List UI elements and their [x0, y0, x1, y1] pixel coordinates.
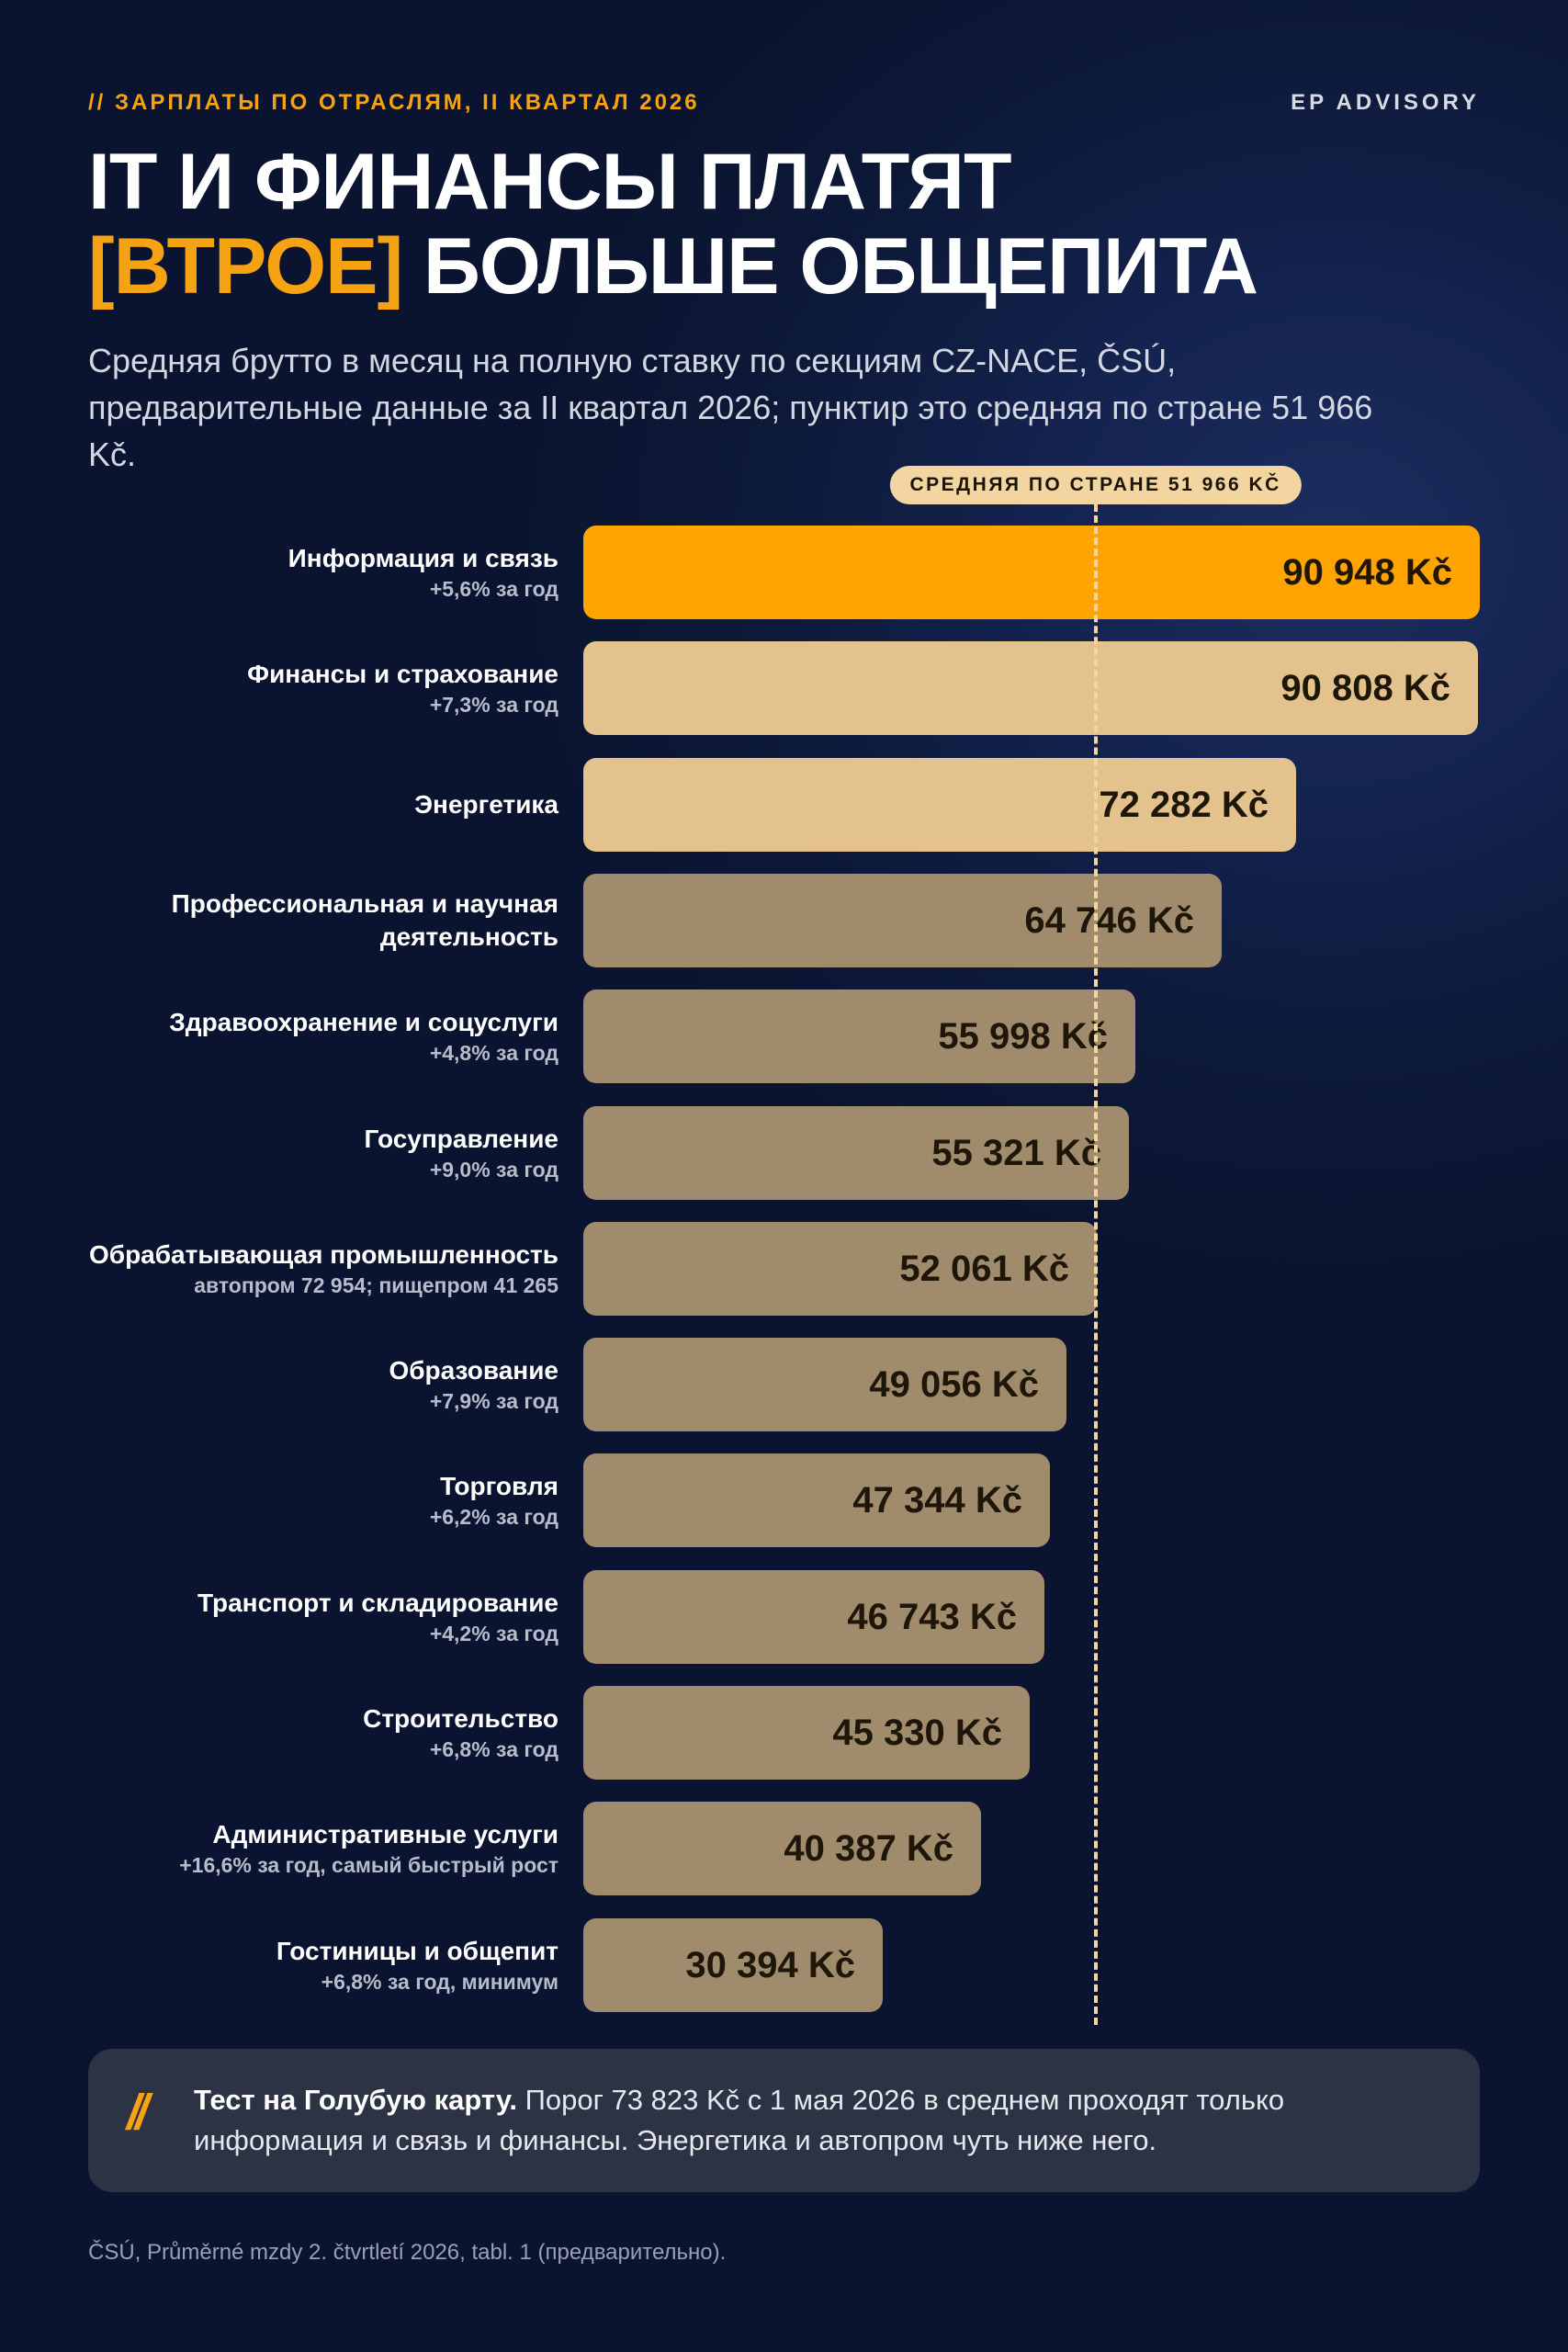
bar-value-label: 55 321 Kč: [931, 1132, 1101, 1173]
national-average-label: СРЕДНЯЯ ПО СТРАНЕ 51 966 KČ: [889, 466, 1302, 504]
category-label: Строительство +6,8% за год: [44, 1686, 558, 1780]
category-note: +7,9% за год: [429, 1389, 558, 1414]
category-name: Госуправление: [364, 1124, 558, 1153]
category-name: Информация и связь: [288, 544, 558, 572]
chart-row: Транспорт и складирование +4,2% за год 46 …: [0, 1569, 1568, 1664]
brand-name: EP ADVISORY: [1291, 90, 1480, 115]
category-note: +6,2% за год: [429, 1505, 558, 1530]
chart-row: Гостиницы и общепит +6,8% за год, минимум…: [0, 1917, 1568, 2012]
category-label: Финансы и страхование +7,3% за год: [44, 641, 558, 735]
callout-body: Порог 73 823 Kč с 1 мая 2026 в среднем п…: [194, 2084, 1285, 2156]
chart-row: Профессиональная и научная деятельность 6…: [0, 873, 1568, 967]
salary-bar: 49 056 Kč: [583, 1338, 1066, 1432]
salary-bar: 45 330 Kč: [583, 1686, 1030, 1780]
chart-row: Торговля +6,2% за год 47 344 Kč: [0, 1453, 1568, 1548]
category-label: Административные услуги +16,6% за год, са…: [44, 1802, 558, 1895]
category-name: Энергетика: [414, 789, 558, 819]
bar-value-label: 30 394 Kč: [685, 1944, 855, 1985]
kicker: // ЗАРПЛАТЫ ПО ОТРАСЛЯМ, II КВАРТАЛ 2026: [88, 90, 700, 115]
category-note: +4,2% за год: [429, 1621, 558, 1645]
chart-row: Здравоохранение и соцуслуги +4,8% за год 5…: [0, 989, 1568, 1084]
chart-row: Обрабатывающая промышленность автопром 72…: [0, 1221, 1568, 1316]
salary-bar: 72 282 Kč: [583, 757, 1296, 852]
salary-bar: 46 743 Kč: [583, 1569, 1044, 1664]
category-note: +16,6% за год, самый быстрый рост: [179, 1853, 558, 1878]
salary-bar: 47 344 Kč: [583, 1453, 1050, 1548]
subtitle: Средняя брутто в месяц на полную ставку …: [88, 342, 1373, 473]
category-name: Профессиональная и научная деятельность: [171, 888, 558, 951]
chart-row: Образование +7,9% за год 49 056 Kč: [0, 1338, 1568, 1432]
category-label: Транспорт и складирование +4,2% за год: [44, 1570, 558, 1664]
category-note: +9,0% за год: [429, 1157, 558, 1182]
salary-bar: 40 387 Kč: [583, 1802, 981, 1896]
category-name: Финансы и страхование: [247, 660, 558, 689]
headline-line-1: IT И ФИНАНСЫ ПЛАТЯТ: [88, 138, 1011, 226]
callout-slash-icon: //: [127, 2085, 149, 2140]
bar-value-label: 49 056 Kč: [869, 1364, 1039, 1406]
bar-value-label: 40 387 Kč: [784, 1828, 953, 1870]
salary-bar: 55 998 Kč: [583, 989, 1135, 1084]
category-label: Энергетика: [44, 758, 558, 852]
bar-value-label: 47 344 Kč: [852, 1480, 1022, 1521]
category-name: Административные услуги: [212, 1820, 558, 1849]
source-note: ČSÚ, Průměrné mzdy 2. čtvrtletí 2026, ta…: [88, 2240, 727, 2265]
salary-bar: 90 808 Kč: [583, 641, 1478, 736]
category-name: Строительство: [363, 1704, 558, 1733]
headline-accent: [ВТРОЕ]: [88, 222, 403, 311]
category-name: Гостиницы и общепит: [276, 1936, 558, 1965]
category-name: Обрабатывающая промышленность: [89, 1239, 558, 1269]
category-label: Торговля +6,2% за год: [44, 1453, 558, 1547]
callout-text: Тест на Голубую карту. Порог 73 823 Kč с…: [194, 2080, 1443, 2161]
chart-row: Госуправление +9,0% за год 55 321 Kč: [0, 1105, 1568, 1200]
chart-row: Энергетика 72 282 Kč: [0, 757, 1568, 852]
salary-bar: 55 321 Kč: [583, 1105, 1129, 1200]
salary-bar: 30 394 Kč: [583, 1917, 883, 2012]
category-label: Здравоохранение и соцуслуги +4,8% за год: [44, 989, 558, 1083]
category-name: Торговля: [440, 1472, 558, 1501]
salary-bar: 64 746 Kč: [583, 873, 1222, 967]
category-name: Здравоохранение и соцуслуги: [169, 1008, 558, 1037]
category-name: Транспорт и складирование: [197, 1588, 558, 1617]
category-label: Обрабатывающая промышленность автопром 72…: [44, 1222, 558, 1316]
headline: IT И ФИНАНСЫ ПЛАТЯТ [ВТРОЕ] БОЛЬШЕ ОБЩЕП…: [88, 140, 1480, 309]
headline-line-2-rest: БОЛЬШЕ ОБЩЕПИТА: [423, 222, 1258, 311]
category-note: +7,3% за год: [429, 693, 558, 718]
category-label: Госуправление +9,0% за год: [44, 1106, 558, 1200]
bar-value-label: 90 808 Kč: [1280, 668, 1450, 709]
national-average-line: [1093, 504, 1098, 2025]
category-note: +6,8% за год: [429, 1737, 558, 1761]
category-label: Гостиницы и общепит +6,8% за год, минимум: [44, 1918, 558, 2012]
bar-value-label: 90 948 Kč: [1282, 552, 1452, 593]
chart-row: Финансы и страхование +7,3% за год 90 808 …: [0, 641, 1568, 736]
bar-value-label: 45 330 Kč: [832, 1713, 1002, 1753]
category-label: Образование +7,9% за год: [44, 1338, 558, 1431]
category-note: +6,8% за год, минимум: [321, 1969, 558, 1994]
bar-value-label: 64 746 Kč: [1024, 899, 1194, 941]
chart-row: Административные услуги +16,6% за год, са…: [0, 1802, 1568, 1896]
salary-bar: 52 061 Kč: [583, 1221, 1097, 1316]
category-note: +4,8% за год: [429, 1041, 558, 1066]
category-note: автопром 72 954; пищепром 41 265: [194, 1272, 558, 1297]
blue-card-callout: // Тест на Голубую карту. Порог 73 823 K…: [88, 2049, 1480, 2192]
category-name: Образование: [389, 1356, 558, 1385]
bar-value-label: 55 998 Kč: [938, 1016, 1108, 1057]
bar-value-label: 52 061 Kč: [899, 1248, 1069, 1289]
category-note: +5,6% за год: [429, 577, 558, 601]
top-bar: // ЗАРПЛАТЫ ПО ОТРАСЛЯМ, II КВАРТАЛ 2026…: [88, 90, 1480, 118]
category-label: Профессиональная и научная деятельность: [44, 874, 558, 967]
callout-lead: Тест на Голубую карту.: [194, 2084, 517, 2116]
bar-value-label: 46 743 Kč: [847, 1596, 1017, 1637]
chart-row: Строительство +6,8% за год 45 330 Kč: [0, 1686, 1568, 1780]
bar-value-label: 72 282 Kč: [1099, 784, 1269, 825]
headline-line-2: [ВТРОЕ] БОЛЬШЕ ОБЩЕПИТА: [88, 224, 1480, 309]
salary-bar: 90 948 Kč: [583, 526, 1480, 619]
category-label: Информация и связь +5,6% за год: [44, 526, 558, 619]
chart-row: Информация и связь +5,6% за год 90 948 Kč: [0, 526, 1568, 619]
